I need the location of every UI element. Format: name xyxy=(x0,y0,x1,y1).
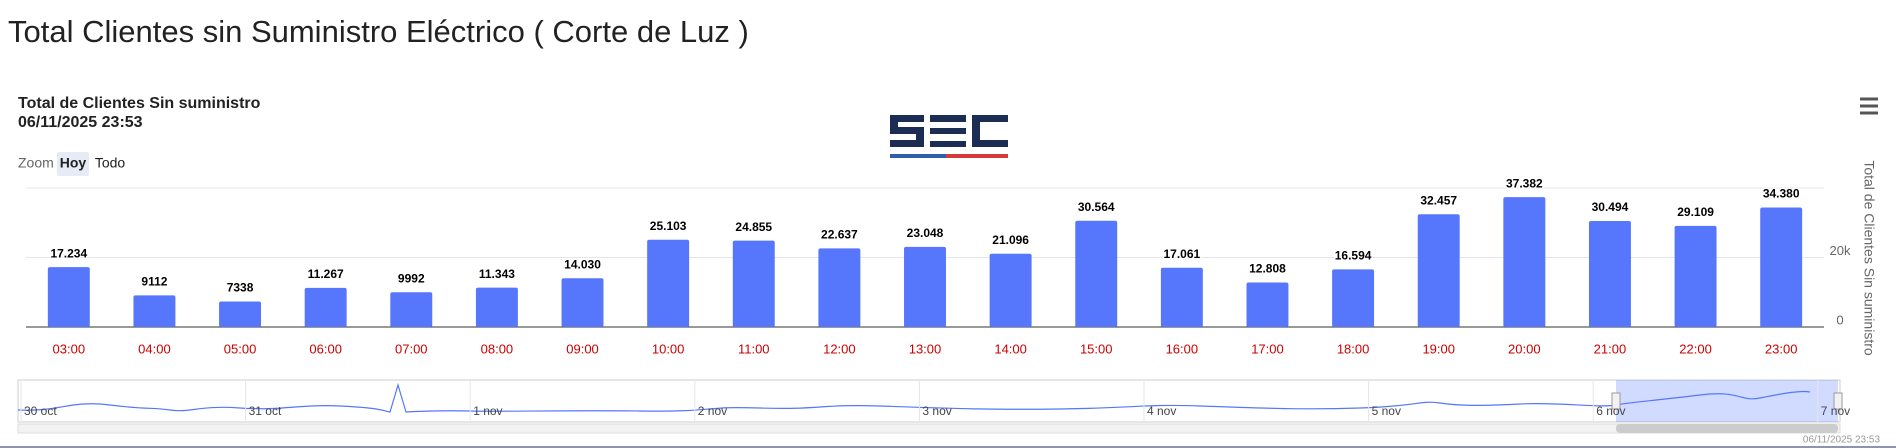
x-tick-label: 21:00 xyxy=(1594,341,1627,356)
zoom-button[interactable]: Hoy xyxy=(60,155,87,171)
chart-title: Total de Clientes Sin suministro xyxy=(18,95,261,112)
data-label: 17.234 xyxy=(50,246,87,260)
data-label: 30.494 xyxy=(1592,200,1629,214)
data-label: 16.594 xyxy=(1335,249,1372,263)
bar xyxy=(561,278,604,327)
data-label: 29.109 xyxy=(1677,205,1714,219)
plot: 0 20k 03:00 17.234 04:00 9112 05:00 7338 06:00 11… xyxy=(26,175,1851,356)
bar xyxy=(390,292,433,327)
zoom-button-bg[interactable] xyxy=(57,152,89,176)
navigator-label: 3 nov xyxy=(922,404,951,418)
bar xyxy=(304,287,347,327)
bar xyxy=(989,253,1032,327)
x-tick-label: 03:00 xyxy=(53,341,86,356)
bar xyxy=(647,239,690,327)
x-tick-label: 07:00 xyxy=(395,341,428,356)
x-tick-label: 09:00 xyxy=(566,341,599,356)
data-label: 9112 xyxy=(141,275,167,289)
x-tick-label: 15:00 xyxy=(1080,341,1113,356)
x-tick-label: 14:00 xyxy=(994,341,1027,356)
bar xyxy=(1588,221,1631,327)
navigator-line xyxy=(17,382,1811,413)
bar xyxy=(1417,214,1460,327)
data-label: 34.380 xyxy=(1763,187,1800,201)
bar xyxy=(47,267,90,327)
navigator: 30 oct 31 oct 1 nov 2 nov 3 nov 4 nov 5 nov 6 n… xyxy=(17,379,1850,434)
x-tick-label: 16:00 xyxy=(1166,341,1199,356)
navigator-label: 4 nov xyxy=(1147,404,1176,418)
menu-icon[interactable] xyxy=(1860,97,1878,115)
x-tick-label: 23:00 xyxy=(1765,341,1798,356)
navigator-label: 2 nov xyxy=(698,404,727,418)
chart-subtitle: 06/11/2025 23:53 xyxy=(18,114,143,131)
navigator-handle[interactable] xyxy=(1611,392,1621,410)
bar xyxy=(1503,197,1546,327)
data-label: 11.343 xyxy=(479,267,515,281)
bar xyxy=(1760,207,1803,327)
data-label: 23.048 xyxy=(907,226,944,240)
navigator-label: 30 oct xyxy=(24,404,57,418)
x-tick-label: 08:00 xyxy=(481,341,514,356)
navigator-label: 6 nov xyxy=(1596,404,1625,418)
data-label: 25.103 xyxy=(650,219,687,233)
navigator-label: 5 nov xyxy=(1372,404,1401,418)
navigator-selection[interactable] xyxy=(1616,380,1838,422)
data-label: 17.061 xyxy=(1164,247,1201,261)
logo xyxy=(890,115,1008,158)
navigator-label: 31 oct xyxy=(249,404,282,418)
scrollbar-thumb[interactable] xyxy=(1616,424,1838,433)
bar xyxy=(475,287,518,327)
x-tick-label: 05:00 xyxy=(224,341,257,356)
bar xyxy=(1674,225,1717,327)
data-label: 9992 xyxy=(398,271,425,285)
data-label: 7338 xyxy=(227,281,254,295)
bar xyxy=(1246,282,1289,327)
page-heading: Total Clientes sin Suministro Eléctrico … xyxy=(8,14,749,49)
x-tick-label: 04:00 xyxy=(138,341,171,356)
data-label: 24.855 xyxy=(735,220,772,234)
bar xyxy=(133,295,176,327)
navigator-handle[interactable] xyxy=(1833,392,1843,410)
x-tick-label: 18:00 xyxy=(1337,341,1370,356)
x-tick-label: 13:00 xyxy=(909,341,942,356)
bar xyxy=(1160,267,1203,327)
x-tick-label: 11:00 xyxy=(738,341,770,356)
x-tick-label: 12:00 xyxy=(823,341,856,356)
x-tick-label: 20:00 xyxy=(1508,341,1541,356)
x-tick-label: 22:00 xyxy=(1679,341,1712,356)
bar xyxy=(732,240,775,327)
data-label: 12.808 xyxy=(1249,262,1286,276)
data-label: 21.096 xyxy=(992,233,1029,247)
x-tick-label: 10:00 xyxy=(652,341,685,356)
zoom-button[interactable]: Todo xyxy=(95,155,126,171)
x-tick-label: 17:00 xyxy=(1251,341,1284,356)
navigator-label: 1 nov xyxy=(473,404,502,418)
bar xyxy=(904,246,946,327)
x-tick-label: 06:00 xyxy=(309,341,342,356)
data-label: 37.382 xyxy=(1506,176,1543,190)
data-label: 32.457 xyxy=(1420,193,1457,207)
y-axis-title: Total de Clientes Sin suministro xyxy=(1861,160,1877,356)
credit: 06/11/2025 23:53 xyxy=(1803,435,1881,446)
bar xyxy=(818,248,861,327)
bar xyxy=(1075,220,1118,327)
x-tick-label: 19:00 xyxy=(1422,341,1455,356)
navigator-label: 7 nov xyxy=(1821,404,1850,418)
y-tick-label: 0 xyxy=(1836,312,1843,327)
zoom-label: Zoom xyxy=(18,155,54,171)
y-tick-label: 20k xyxy=(1830,243,1851,258)
data-label: 11.267 xyxy=(308,267,344,281)
data-label: 30.564 xyxy=(1078,200,1115,214)
scrollbar[interactable] xyxy=(17,423,1841,434)
bar xyxy=(1332,269,1375,327)
data-label: 22.637 xyxy=(821,228,858,242)
bar xyxy=(219,301,262,327)
data-label: 14.030 xyxy=(564,257,601,271)
